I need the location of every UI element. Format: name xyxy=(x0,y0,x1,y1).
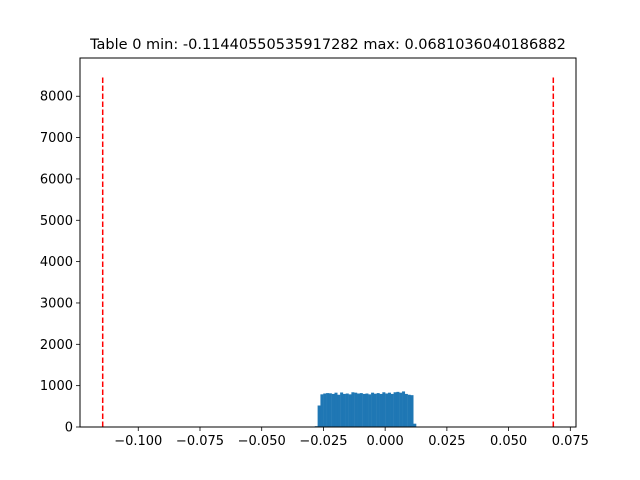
histogram-bars xyxy=(314,391,417,427)
histogram-bar xyxy=(371,392,375,427)
histogram-bar xyxy=(337,394,341,427)
histogram-bar xyxy=(385,393,389,427)
x-tick-label: −0.100 xyxy=(114,434,162,449)
histogram-bar xyxy=(404,393,408,427)
histogram-bar xyxy=(334,392,338,427)
y-tick-label: 0 xyxy=(65,421,73,436)
histogram-bar xyxy=(320,394,324,427)
y-tick-label: 8000 xyxy=(40,90,73,105)
histogram-bar xyxy=(340,392,344,427)
y-tick-label: 2000 xyxy=(40,338,73,353)
x-tick-label: 0.025 xyxy=(428,434,465,449)
plot-frame xyxy=(79,57,577,428)
threshold-lines xyxy=(101,75,555,427)
x-tick-label: 0.075 xyxy=(552,434,589,449)
x-tick-label: −0.050 xyxy=(238,434,286,449)
histogram-bar xyxy=(348,394,352,427)
histogram-bar xyxy=(323,393,327,427)
histogram-bar xyxy=(413,423,417,427)
y-tick-label: 6000 xyxy=(40,172,73,187)
histogram-bar xyxy=(354,392,358,427)
histogram-bar xyxy=(317,405,321,427)
x-axis: −0.100 −0.075 −0.050 −0.025 0.000 0.025 0.050 0… xyxy=(114,427,589,449)
histogram-bar xyxy=(331,393,335,427)
histogram-bar xyxy=(365,393,369,427)
histogram-bar xyxy=(387,392,391,427)
histogram-bar xyxy=(407,394,411,427)
chart-title: Table 0 min: -0.11440550535917282 max: 0… xyxy=(89,37,566,53)
histogram-bar xyxy=(342,393,346,427)
y-tick-label: 4000 xyxy=(40,255,73,270)
y-tick-label: 5000 xyxy=(40,214,73,229)
histogram-bar xyxy=(357,393,361,427)
histogram-bar xyxy=(368,394,372,427)
histogram-bar xyxy=(376,393,380,427)
x-tick-label: 0.050 xyxy=(490,434,527,449)
histogram-bar xyxy=(410,395,414,427)
histogram-bar xyxy=(351,392,355,427)
histogram-bar xyxy=(328,393,332,427)
histogram-bar xyxy=(373,393,377,427)
histogram-bar xyxy=(393,392,397,427)
x-tick-label: 0.000 xyxy=(367,434,404,449)
x-tick-label: −0.025 xyxy=(299,434,347,449)
histogram-bar xyxy=(399,392,403,427)
histogram-bar xyxy=(402,391,406,427)
histogram-bar xyxy=(345,393,349,427)
histogram-bar xyxy=(359,393,363,427)
y-tick-label: 7000 xyxy=(40,131,73,146)
histogram-bar xyxy=(396,391,400,427)
y-tick-label: 1000 xyxy=(40,379,73,394)
histogram-bar xyxy=(326,393,330,427)
histogram-bar xyxy=(362,393,366,427)
histogram-bar xyxy=(390,393,394,427)
histogram-bar xyxy=(379,393,383,427)
y-tick-label: 3000 xyxy=(40,296,73,311)
x-tick-label: −0.075 xyxy=(176,434,224,449)
histogram-bar xyxy=(382,392,386,427)
y-axis: 0 1000 2000 3000 4000 5000 6000 7000 8000 xyxy=(40,90,80,436)
